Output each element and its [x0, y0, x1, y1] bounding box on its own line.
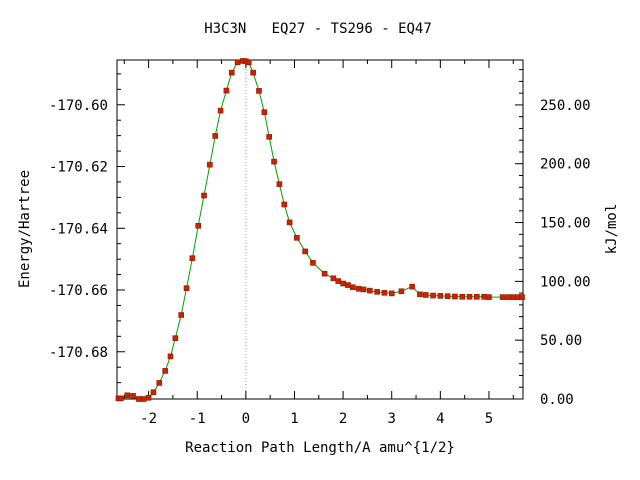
data-point [430, 292, 436, 299]
x-tick-label: 0 [242, 411, 250, 427]
data-point [481, 294, 487, 300]
data-point [335, 278, 342, 284]
data-point [499, 294, 506, 300]
x-axis-label: Reaction Path Length/A amu^{1/2} [185, 440, 455, 456]
data-point [271, 158, 277, 165]
data-point [355, 285, 362, 292]
data-point [345, 282, 351, 288]
data-point [466, 294, 473, 300]
data-point [130, 393, 136, 399]
data-point [452, 293, 458, 300]
data-point [398, 288, 405, 295]
data-point [156, 380, 163, 386]
data-point [167, 353, 174, 360]
data-point [195, 222, 201, 229]
y-axis-label: Energy/Hartree [17, 170, 33, 288]
data-point [510, 294, 517, 300]
chart-title: H3C3N EQ27 - TS296 - EQ47 [204, 21, 432, 37]
y2-axis-label: kJ/mol [604, 204, 620, 255]
x-tick-label: 2 [339, 411, 347, 427]
data-point [172, 335, 179, 341]
data-point [150, 389, 157, 396]
data-point [201, 192, 207, 199]
data-point [302, 248, 308, 255]
data-point [266, 134, 272, 140]
y-tick-label: -170.60 [49, 98, 108, 114]
x-tick-label: 3 [387, 411, 395, 427]
data-point [234, 59, 241, 65]
data-point [350, 284, 356, 291]
data-point [459, 294, 466, 300]
data-point [162, 368, 168, 374]
data-point [261, 109, 268, 115]
data-point [422, 292, 429, 298]
y-tick-label: -170.62 [49, 160, 108, 176]
data-point [310, 260, 316, 266]
data-point [212, 133, 219, 139]
data-point [228, 69, 235, 76]
data-point [474, 294, 480, 300]
data-point [250, 69, 256, 76]
data-point [189, 255, 196, 262]
data-point [124, 392, 131, 399]
data-point [437, 293, 444, 299]
series-line [118, 60, 522, 400]
data-point [505, 294, 512, 300]
data-point [140, 396, 147, 402]
data-point [486, 294, 492, 300]
data-point [374, 289, 380, 295]
data-point [286, 219, 293, 226]
data-point [519, 294, 525, 300]
data-point [136, 396, 142, 402]
data-point [330, 275, 337, 282]
y2-tick-label: 250.00 [540, 98, 591, 114]
y-tick-label: -170.68 [49, 345, 108, 361]
data-point [256, 88, 262, 94]
x-tick-label: 4 [436, 411, 444, 427]
data-point [118, 395, 124, 402]
y2-tick-label: 50.00 [540, 333, 582, 349]
y2-tick-label: 100.00 [540, 274, 591, 290]
data-point [207, 161, 213, 168]
data-point [381, 289, 388, 296]
data-point [217, 107, 224, 114]
data-point [360, 286, 367, 293]
y-tick-label: -170.64 [49, 221, 108, 237]
data-point [367, 287, 373, 294]
data-point [245, 59, 252, 66]
y-tick-label: -170.66 [49, 283, 108, 299]
x-tick-label: 1 [290, 411, 298, 427]
data-point [281, 201, 288, 208]
x-tick-label: -2 [140, 411, 157, 427]
x-tick-label: 5 [485, 411, 493, 427]
data-point [444, 293, 451, 299]
data-point [388, 290, 395, 297]
data-point [183, 285, 190, 291]
data-point [145, 394, 152, 401]
y2-tick-label: 150.00 [540, 216, 591, 232]
data-point [294, 235, 300, 241]
data-point [321, 270, 328, 277]
plot-frame [116, 59, 524, 400]
x-tick-label: -1 [189, 411, 206, 427]
data-point [340, 280, 346, 287]
data-point [276, 181, 283, 187]
data-point [409, 283, 415, 290]
data-point [417, 291, 423, 298]
data-point [178, 312, 184, 318]
y2-tick-label: 0.00 [540, 392, 574, 408]
y2-tick-label: 200.00 [540, 157, 591, 173]
data-point [223, 87, 230, 94]
